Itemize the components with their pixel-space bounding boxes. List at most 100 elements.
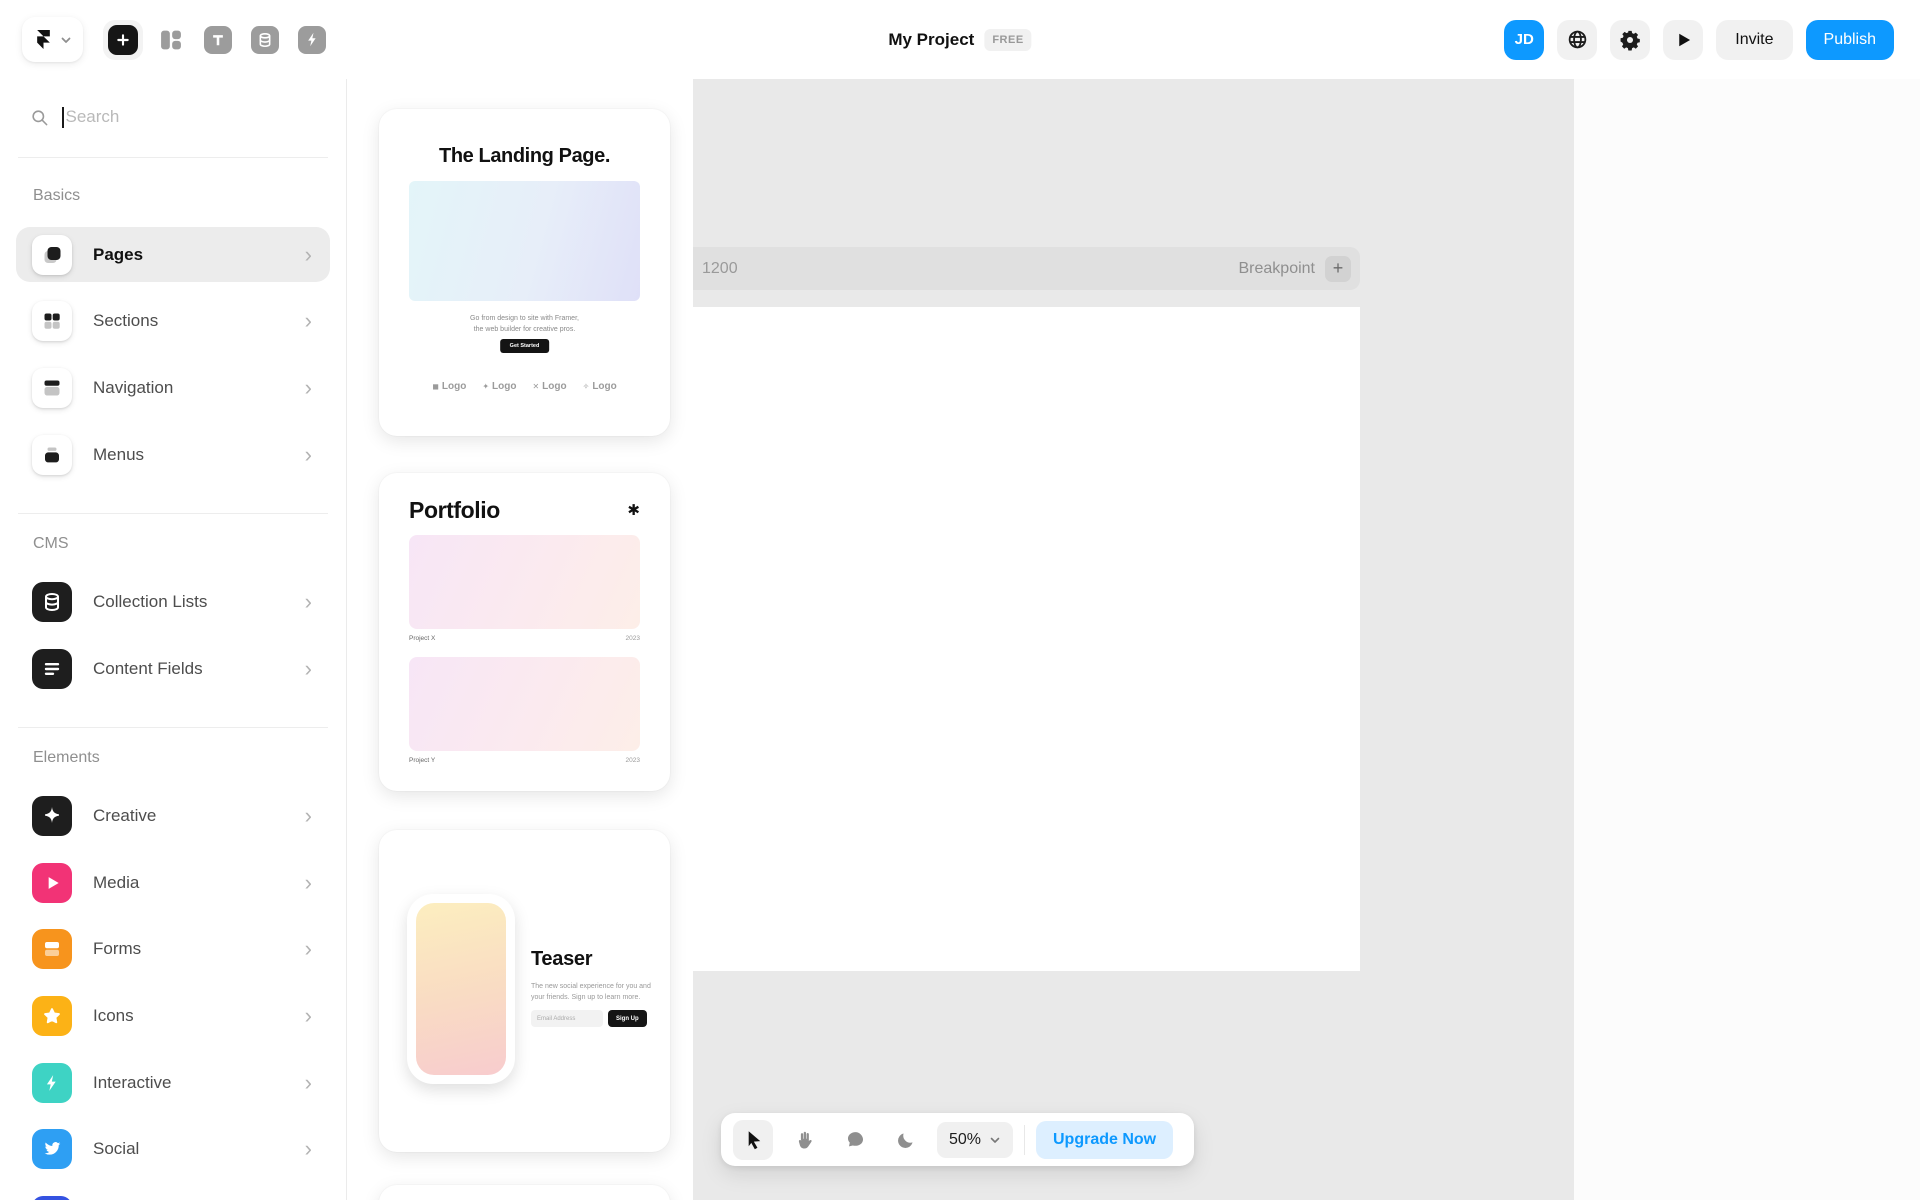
chevron-right-icon: ›	[304, 1002, 312, 1028]
text-tab[interactable]	[204, 25, 232, 54]
template-card-portfolio[interactable]: Portfolio ✱ Project X 2023 Project Y 202…	[379, 473, 670, 791]
database-icon	[256, 31, 274, 49]
site-settings-button[interactable]	[1557, 19, 1598, 60]
cursor-icon	[743, 1129, 764, 1150]
add-breakpoint-button[interactable]: +	[1325, 255, 1351, 282]
divider	[1024, 1124, 1025, 1155]
publish-button[interactable]: Publish	[1805, 19, 1894, 60]
sections-icon	[32, 300, 72, 341]
sidebar-item-menus[interactable]: Menus ›	[16, 427, 330, 482]
search-input[interactable]: Search	[30, 97, 326, 137]
star-icon	[32, 995, 72, 1036]
partial-icon	[32, 1195, 72, 1200]
sidebar-item-creative[interactable]: Creative ›	[16, 788, 330, 843]
upgrade-button[interactable]: Upgrade Now	[1036, 1120, 1174, 1159]
pan-tool[interactable]	[784, 1120, 824, 1160]
pages-icon	[32, 234, 72, 275]
sidebar-item-navigation[interactable]: Navigation ›	[16, 360, 330, 415]
play-icon	[1673, 30, 1693, 50]
search-icon	[30, 108, 49, 127]
sidebar-item-interactive[interactable]: Interactive ›	[16, 1055, 330, 1110]
sidebar-item-content-fields[interactable]: Content Fields ›	[16, 641, 330, 696]
interactions-tab[interactable]	[298, 25, 326, 54]
dark-mode-toggle[interactable]	[886, 1120, 926, 1160]
templates-panel: The Landing Page. Go from design to site…	[347, 79, 693, 1200]
chevron-right-icon: ›	[304, 241, 312, 267]
canvas[interactable]: 1200 Breakpoint +	[693, 79, 1574, 1200]
canvas-right-area	[1574, 79, 1920, 1200]
bolt-icon	[32, 1062, 72, 1103]
framer-logo-icon	[34, 30, 53, 49]
breakpoint-bar[interactable]: 1200 Breakpoint +	[693, 247, 1360, 290]
sidebar-item-icons[interactable]: Icons ›	[16, 988, 330, 1043]
content-lines-icon	[32, 648, 72, 689]
moon-icon	[896, 1130, 916, 1150]
portfolio-caption-1: Project X 2023	[409, 635, 640, 642]
template-landing-tagline: Go from design to site with Framer, the …	[470, 315, 579, 334]
zoom-select[interactable]: 50%	[937, 1121, 1013, 1158]
select-tool[interactable]	[733, 1119, 773, 1160]
project-title-group: My Project FREE	[888, 0, 1032, 79]
logo-glyph: ✦	[482, 382, 490, 391]
chevron-right-icon: ›	[304, 588, 312, 614]
breakpoint-width: 1200	[702, 259, 738, 277]
template-card-partial[interactable]	[379, 1185, 670, 1200]
teaser-email-input: Email Address	[531, 1010, 603, 1027]
template-teaser-title: Teaser	[531, 948, 593, 970]
logo-glyph: ✧	[582, 382, 590, 391]
template-teaser-desc: The new social experience for you and yo…	[531, 983, 651, 1001]
sidebar-item-collection-lists[interactable]: Collection Lists ›	[16, 574, 330, 629]
chevron-right-icon: ›	[304, 1069, 312, 1095]
template-landing-logos: ◼ Logo ✦ Logo ✕ Logo ✧ Logo	[432, 381, 617, 392]
sidebar-item-forms[interactable]: Forms ›	[16, 921, 330, 976]
topbar-left-group	[22, 0, 345, 79]
chevron-right-icon: ›	[304, 307, 312, 333]
portfolio-thumb-1	[409, 535, 640, 629]
logo-glyph: ◼	[432, 382, 439, 391]
sidebar-item-pages[interactable]: Pages ›	[16, 227, 330, 282]
text-icon	[209, 31, 227, 49]
globe-icon	[1566, 28, 1589, 51]
preview-button[interactable]	[1663, 19, 1704, 60]
project-title: My Project	[888, 29, 975, 49]
sidebar-item-media[interactable]: Media ›	[16, 855, 330, 910]
insert-tab-active[interactable]	[103, 19, 143, 60]
invite-button[interactable]: Invite	[1716, 19, 1793, 60]
sidebar-item-sections[interactable]: Sections ›	[16, 293, 330, 348]
comment-icon	[845, 1129, 866, 1150]
top-bar: My Project FREE JD Invite Publish	[0, 0, 1920, 79]
sidebar-item-social[interactable]: Social ›	[16, 1121, 330, 1176]
search-placeholder: Search	[65, 107, 120, 126]
template-card-teaser[interactable]: Teaser The new social experience for you…	[379, 830, 670, 1152]
chevron-right-icon: ›	[304, 869, 312, 895]
sidebar-item-partial[interactable]	[16, 1188, 330, 1200]
section-label-elements: Elements	[33, 749, 100, 766]
template-card-landing[interactable]: The Landing Page. Go from design to site…	[379, 109, 670, 436]
teaser-signup-button: Sign Up	[608, 1010, 647, 1027]
asterisk-icon: ✱	[627, 502, 640, 519]
comment-tool[interactable]	[835, 1120, 875, 1160]
chevron-right-icon: ›	[304, 935, 312, 961]
portfolio-thumb-2	[409, 657, 640, 751]
portfolio-caption-2: Project Y 2023	[409, 757, 640, 764]
section-label-cms: CMS	[33, 535, 69, 552]
gear-icon	[1619, 29, 1641, 51]
section-label-basics: Basics	[33, 187, 81, 204]
plus-icon	[108, 24, 138, 55]
play-icon	[32, 862, 72, 903]
cms-tab[interactable]	[251, 25, 279, 54]
chevron-right-icon: ›	[304, 802, 312, 828]
logo-glyph: ✕	[532, 382, 540, 391]
topbar-right-group: JD Invite Publish	[1504, 0, 1894, 79]
chevron-right-icon: ›	[304, 655, 312, 681]
page-frame[interactable]	[693, 307, 1360, 971]
framer-logo-menu[interactable]	[22, 17, 83, 62]
settings-button[interactable]	[1610, 19, 1651, 60]
breakpoint-label: Breakpoint	[1238, 259, 1316, 277]
layout-tab[interactable]	[157, 26, 185, 54]
user-avatar[interactable]: JD	[1504, 19, 1545, 60]
divider	[18, 157, 328, 158]
chevron-down-icon	[989, 1134, 1001, 1146]
layout-icon	[157, 26, 185, 54]
